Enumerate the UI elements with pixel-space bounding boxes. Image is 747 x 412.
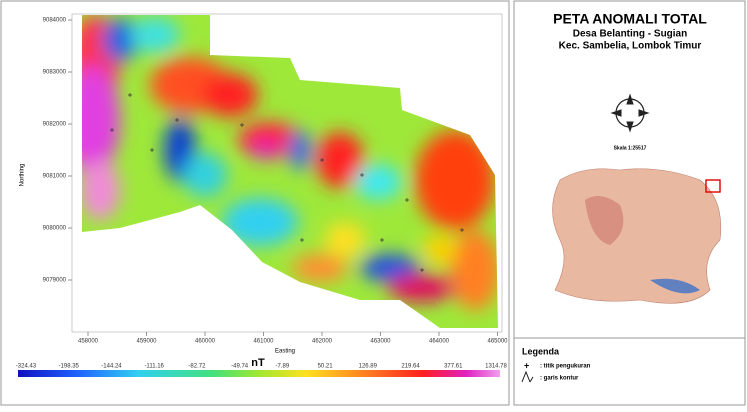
colorbar-label: -198.35	[59, 364, 80, 370]
y-tick-label: 9080000	[43, 226, 67, 232]
y-tick-label: 9082000	[43, 122, 67, 128]
inset-map	[553, 169, 721, 304]
x-tick-label: 462000	[312, 339, 333, 345]
y-tick-label: 9081000	[43, 174, 67, 180]
colorbar	[18, 370, 500, 377]
x-axis-label: Easting	[275, 349, 295, 355]
legend-label: : titik pengukuran	[540, 364, 591, 370]
colorbar-label: -82.72	[188, 364, 206, 370]
colorbar-label: -144.24	[101, 364, 122, 370]
colorbar-label: 50.21	[318, 364, 334, 370]
title: PETA ANOMALI TOTAL	[553, 11, 707, 27]
anomaly-surface	[64, 10, 510, 340]
y-tick-label: 9079000	[43, 278, 67, 284]
location: Kec. Sambelia, Lombok Timur	[559, 41, 702, 52]
colorbar-label: 126.89	[359, 364, 378, 370]
x-tick-label: 461000	[253, 339, 274, 345]
map-layout: Northing Easting nT PETA ANOMALI TOTAL D…	[0, 0, 747, 407]
x-tick-label: 459000	[136, 339, 157, 345]
x-tick-label: 465000	[487, 339, 508, 345]
x-tick-label: 460000	[195, 339, 216, 345]
y-axis-label: Northing	[20, 164, 26, 187]
colorbar-label: -324.43	[16, 364, 37, 370]
y-tick-label: 9083000	[43, 70, 67, 76]
x-tick-label: 464000	[429, 339, 450, 345]
x-tick-label: 458000	[78, 339, 99, 345]
colorbar-label: -7.89	[276, 364, 290, 370]
legend-symbol: +	[524, 360, 529, 370]
colorbar-label: -111.16	[144, 364, 164, 370]
colorbar-label: 1314.78	[485, 364, 507, 370]
y-tick-label: 9084000	[43, 18, 67, 24]
colorbar-label: -49.74	[231, 364, 249, 370]
contour-symbol	[522, 372, 533, 382]
colorbar-unit: nT	[251, 357, 265, 369]
scale: Skala 1:25517	[614, 145, 647, 151]
x-tick-label: 463000	[370, 339, 391, 345]
north-arrow	[612, 95, 648, 131]
legend-title: Legenda	[522, 346, 560, 356]
subtitle: Desa Belanting - Sugian	[573, 29, 687, 40]
colorbar-label: 377.61	[444, 364, 463, 370]
colorbar-label: 219.64	[401, 364, 420, 370]
legend-label: : garis kontur	[540, 376, 579, 382]
